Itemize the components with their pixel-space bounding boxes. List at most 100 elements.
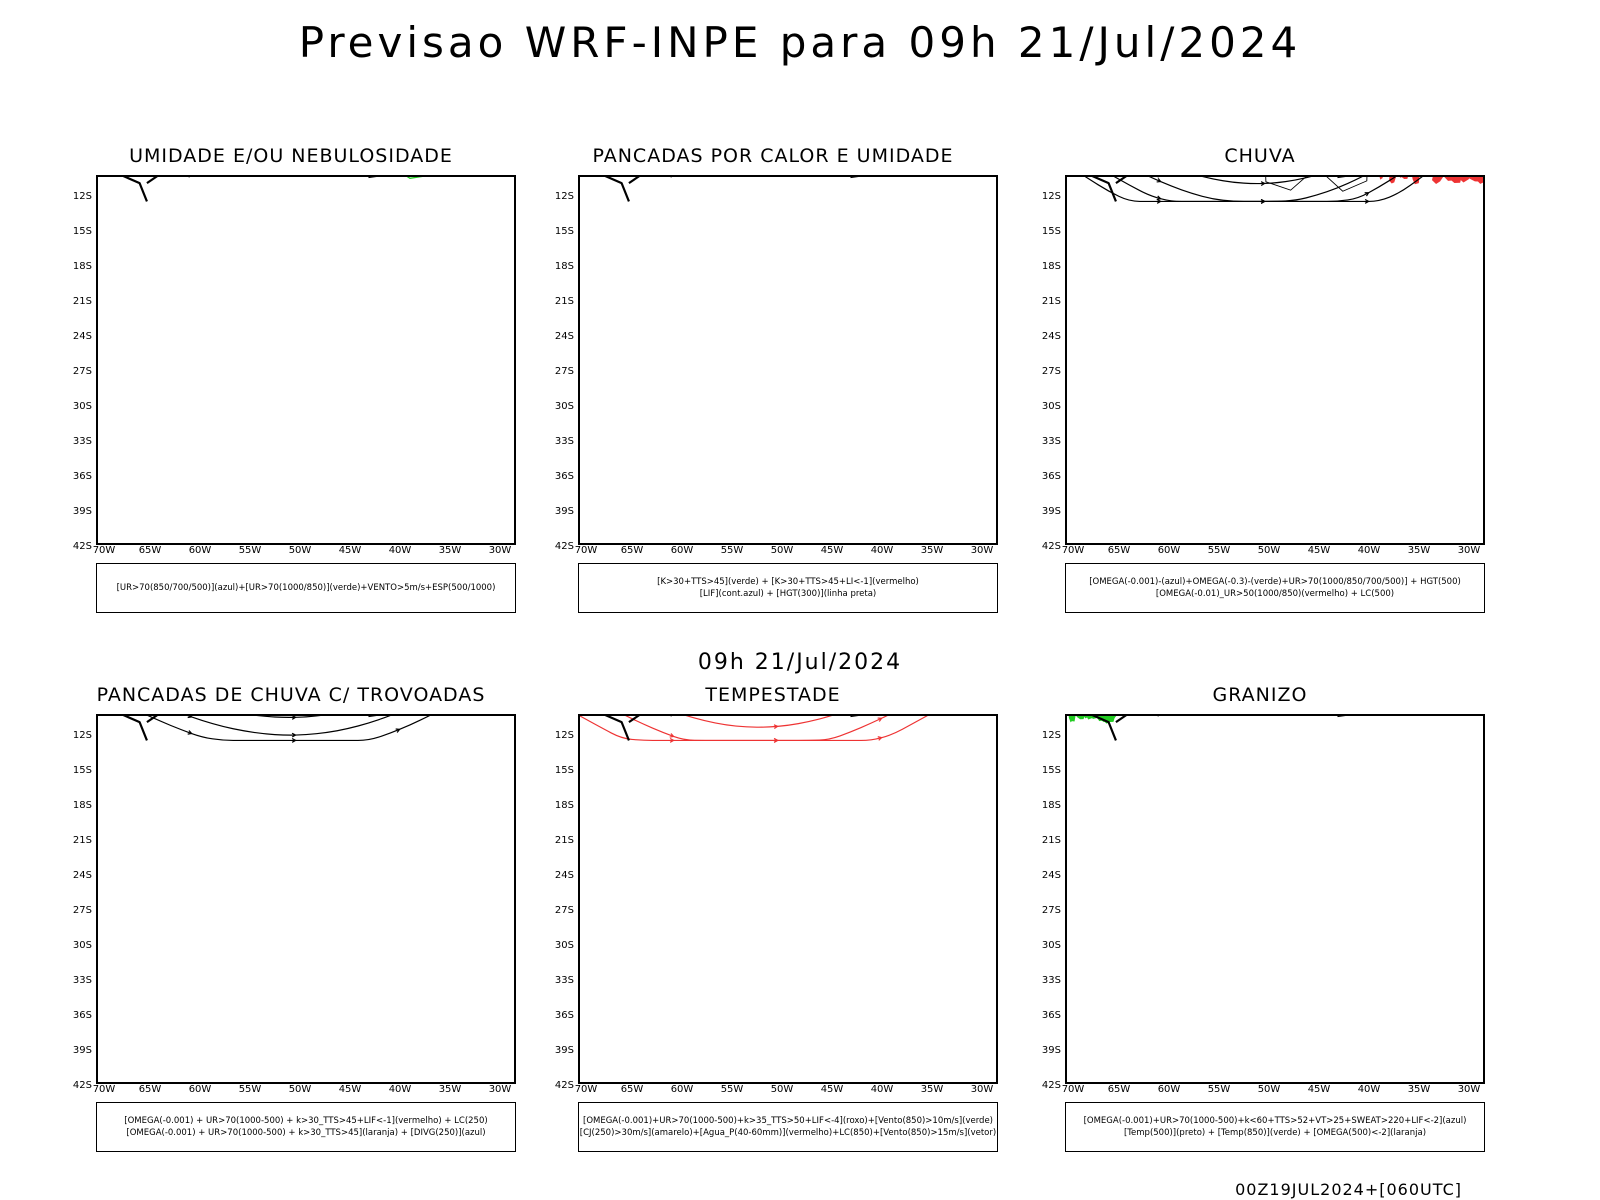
field-layer xyxy=(147,716,431,743)
temp-850-speckle xyxy=(1083,716,1090,719)
streamline-arrow xyxy=(773,737,779,743)
longitude-tick-label: 65W xyxy=(620,545,644,556)
latitude-tick-label: 33S xyxy=(72,975,92,986)
latitude-tick-label: 27S xyxy=(554,366,574,377)
temp-850-speckle xyxy=(1076,716,1085,720)
longitude-tick-label: 45W xyxy=(338,1084,362,1095)
legend-box: [OMEGA(-0.001)+UR>70(1000-500)+k<60+TTS>… xyxy=(1065,1102,1485,1152)
streamline xyxy=(1202,177,1312,185)
rain-area xyxy=(1469,177,1483,182)
country-border xyxy=(122,177,148,202)
legend-line: [Temp(500)](preto) + [Temp(850)](verde) … xyxy=(1123,1128,1427,1138)
latitude-tick-label: 42S xyxy=(72,1080,92,1091)
panel-chuva: CHUVA 12S 15S 18S 21S 24S 27S 30S 33S 36S 39S 42S 58… xyxy=(1035,145,1485,625)
longitude-tick-label: 55W xyxy=(720,545,744,556)
streamline xyxy=(187,716,391,736)
longitude-tick-label: 50W xyxy=(288,545,312,556)
height-contour xyxy=(1265,177,1368,192)
streamline-arrow xyxy=(291,737,297,743)
latitude-tick-label: 21S xyxy=(1041,835,1061,846)
longitude-tick-label: 60W xyxy=(1157,1084,1181,1095)
latitude-tick-label: 39S xyxy=(554,1045,574,1056)
longitude-tick-label: 30W xyxy=(1457,545,1481,556)
country-border xyxy=(122,716,148,741)
temp-850-speckle xyxy=(1069,716,1076,722)
latitude-tick-label: 12S xyxy=(1041,191,1061,202)
latitude-tick-label: 36S xyxy=(72,1010,92,1021)
latitude-axis: 12S 15S 18S 21S 24S 27S 30S 33S 36S 39S 42S xyxy=(1035,175,1065,552)
geography-layer xyxy=(122,716,377,741)
map-frame: 588582576570564558552 xyxy=(1065,175,1485,545)
latitude-tick-label: 24S xyxy=(554,870,574,881)
streamline xyxy=(580,716,928,742)
legend-line: [K>30+TTS>45](verde) + [K>30+TTS>45+LI<-… xyxy=(657,577,919,587)
latitude-tick-label: 12S xyxy=(554,191,574,202)
longitude-tick-label: 40W xyxy=(1357,1084,1381,1095)
longitude-tick-label: 45W xyxy=(820,545,844,556)
streamline-arrow xyxy=(187,716,193,719)
latitude-tick-label: 21S xyxy=(1041,296,1061,307)
streamline xyxy=(1113,177,1397,203)
latitude-tick-label: 30S xyxy=(1041,401,1061,412)
streamline xyxy=(685,716,833,728)
latitude-tick-label: 18S xyxy=(72,800,92,811)
rain-area xyxy=(1444,177,1455,181)
longitude-tick-label: 50W xyxy=(1257,545,1281,556)
legend-line: [UR>70(850/700/500)](azul)+[UR>70(1000/8… xyxy=(116,583,496,593)
streamline-arrow xyxy=(669,737,675,743)
streamline-arrow xyxy=(1260,198,1266,204)
streamline-arrow xyxy=(669,733,675,738)
panel-pancadas-trovoadas: PANCADAS DE CHUVA C/ TROVOADAS 12S 15S 18S 2… xyxy=(66,684,516,1164)
rain-area xyxy=(1399,177,1402,178)
streamline xyxy=(1084,177,1423,203)
legend-box: [OMEGA(-0.001)-(azul)+OMEGA(-0.3)-(verde… xyxy=(1065,563,1485,613)
rain-area xyxy=(1379,177,1383,180)
panel-tempestade: TEMPESTADE 12S 15S 18S 21S 24S 27S 30S 33S 36S 39S… xyxy=(548,684,998,1164)
map-frame xyxy=(578,714,998,1084)
map-frame: 16128-12-16-20-24128 xyxy=(1065,714,1485,1084)
latitude-tick-label: 15S xyxy=(1041,226,1061,237)
latitude-tick-label: 27S xyxy=(1041,905,1061,916)
streamline xyxy=(256,716,321,718)
panel-title: GRANIZO xyxy=(1212,684,1308,706)
geography-layer xyxy=(604,716,859,741)
longitude-tick-label: 50W xyxy=(770,1084,794,1095)
latitude-tick-label: 39S xyxy=(1041,1045,1061,1056)
panel-title: PANCADAS DE CHUVA C/ TROVOADAS xyxy=(96,684,486,706)
longitude-tick-label: 35W xyxy=(1407,1084,1431,1095)
longitude-tick-label: 60W xyxy=(670,545,694,556)
latitude-axis: 12S 15S 18S 21S 24S 27S 30S 33S 36S 39S 42S xyxy=(66,714,96,1091)
latitude-tick-label: 33S xyxy=(1041,436,1061,447)
field-layer: 588582576570564558552 xyxy=(1084,177,1483,204)
streamline-arrow xyxy=(291,716,297,720)
latitude-tick-label: 42S xyxy=(72,541,92,552)
geography-layer xyxy=(1091,716,1346,741)
rain-area xyxy=(1412,177,1420,185)
longitude-tick-label: 65W xyxy=(1107,1084,1131,1095)
streamline-arrow xyxy=(395,728,401,733)
latitude-tick-label: 24S xyxy=(72,331,92,342)
longitude-tick-label: 55W xyxy=(238,545,262,556)
longitude-tick-label: 40W xyxy=(388,1084,412,1095)
latitude-tick-label: 27S xyxy=(72,905,92,916)
latitude-axis: 12S 15S 18S 21S 24S 27S 30S 33S 36S 39S 42S xyxy=(548,175,578,552)
field-layer: 1016102010241020101610241020102410201024… xyxy=(406,177,423,179)
geography-layer xyxy=(122,177,377,202)
longitude-tick-label: 45W xyxy=(338,545,362,556)
rain-area xyxy=(1431,177,1444,185)
country-border xyxy=(604,177,630,202)
streamline-arrow xyxy=(291,732,297,738)
longitude-tick-label: 30W xyxy=(488,1084,512,1095)
latitude-tick-label: 12S xyxy=(72,191,92,202)
longitude-axis: 70W 65W 60W 55W 50W 45W 40W 35W 30W xyxy=(575,1084,998,1098)
longitude-tick-label: 40W xyxy=(1357,545,1381,556)
latitude-tick-label: 24S xyxy=(1041,331,1061,342)
latitude-tick-label: 15S xyxy=(72,765,92,776)
latitude-tick-label: 21S xyxy=(72,835,92,846)
humidity-contour xyxy=(406,177,423,179)
panel-pancadas-calor: PANCADAS POR CALOR E UMIDADE 12S 15S 18S 21S… xyxy=(548,145,998,625)
panel-title: PANCADAS POR CALOR E UMIDADE xyxy=(592,145,954,167)
longitude-tick-label: 65W xyxy=(1107,545,1131,556)
legend-line: [OMEGA(-0.001)+UR>70(1000-500)+k<60+TTS>… xyxy=(1083,1116,1467,1126)
streamline-arrow xyxy=(1156,195,1162,201)
